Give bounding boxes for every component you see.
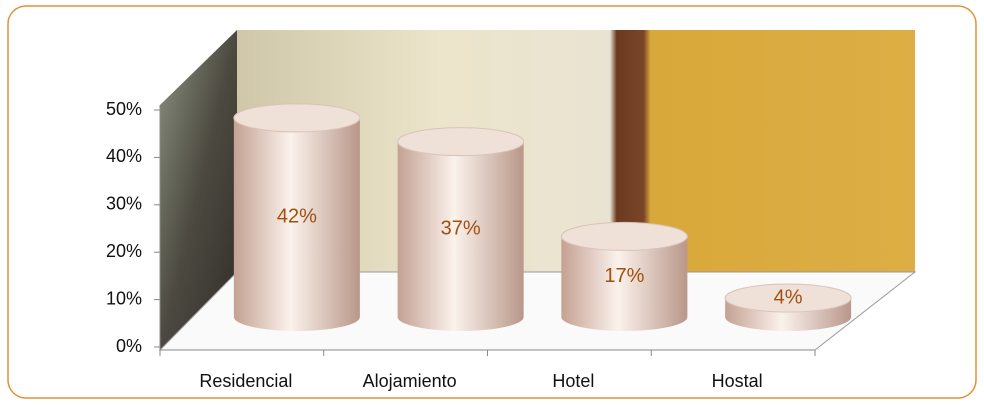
cylinder-top [397, 127, 525, 157]
value-label: 17% [604, 265, 644, 287]
x-tick-label: Residencial [199, 371, 292, 391]
y-tick-label: 0% [116, 336, 142, 356]
y-tick-label: 10% [106, 288, 142, 308]
cylinder-top [233, 103, 361, 133]
cylinder-body [233, 117, 360, 332]
cylinder-top [724, 283, 852, 313]
cylinder-body [561, 236, 688, 332]
x-tick-label: Hotel [552, 371, 594, 391]
y-tick-label: 40% [106, 146, 142, 166]
y-tick-label: 20% [106, 241, 142, 261]
side-wall [160, 30, 237, 350]
value-label: 37% [441, 218, 481, 240]
cylinder-body [397, 141, 524, 332]
value-label: 42% [277, 206, 317, 228]
y-tick-label: 30% [106, 194, 142, 214]
y-tick-label: 50% [106, 99, 142, 119]
cylinder-top [560, 221, 688, 251]
value-label: 4% [774, 286, 803, 308]
x-tick-label: Hostal [712, 371, 763, 391]
x-tick-label: Alojamiento [363, 371, 457, 391]
